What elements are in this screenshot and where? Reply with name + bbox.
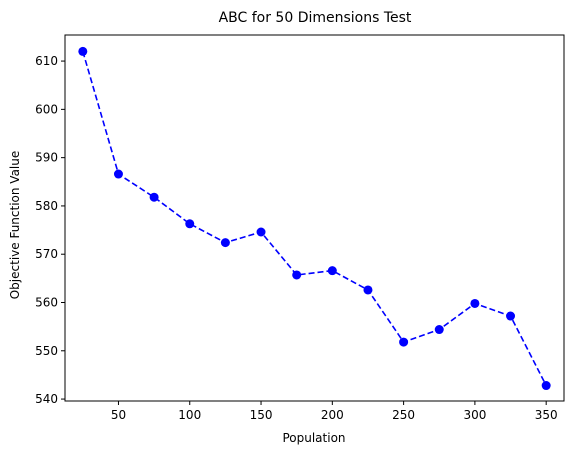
x-axis: 50 100 150 200 250 300 350	[111, 401, 558, 422]
x-tick-label: 100	[178, 408, 201, 422]
data-point	[256, 227, 266, 237]
x-tick-label: 300	[463, 408, 486, 422]
y-tick-label: 550	[35, 344, 58, 358]
data-point	[149, 192, 159, 202]
y-tick-label: 570	[35, 247, 58, 261]
series-line	[82, 51, 547, 386]
data-point	[327, 266, 337, 276]
data-point	[506, 311, 516, 321]
y-tick-label: 610	[35, 54, 58, 68]
y-tick-label: 590	[35, 151, 58, 165]
y-tick-label: 540	[35, 392, 58, 406]
data-point	[363, 285, 373, 295]
x-tick-label: 150	[250, 408, 273, 422]
data-point	[470, 298, 480, 308]
x-axis-label: Population	[282, 431, 345, 445]
y-tick-label: 580	[35, 199, 58, 213]
data-point	[220, 238, 230, 248]
x-tick-label: 250	[392, 408, 415, 422]
y-axis: 540 550 560 570 580 590 600 610	[35, 54, 65, 406]
data-point	[78, 46, 88, 56]
data-point	[292, 270, 302, 280]
chart-title: ABC for 50 Dimensions Test	[219, 10, 412, 26]
x-tick-label: 350	[535, 408, 558, 422]
x-tick-label: 200	[321, 408, 344, 422]
y-tick-label: 600	[35, 102, 58, 116]
plot-series	[78, 46, 551, 391]
data-point	[113, 169, 123, 179]
data-point	[399, 337, 409, 347]
plot-area-frame	[64, 34, 565, 402]
data-point	[541, 381, 551, 391]
data-point	[185, 219, 195, 229]
y-tick-label: 560	[35, 295, 58, 309]
data-point	[434, 325, 444, 335]
y-axis-label: Objective Function Value	[8, 151, 22, 300]
x-tick-label: 50	[111, 408, 126, 422]
